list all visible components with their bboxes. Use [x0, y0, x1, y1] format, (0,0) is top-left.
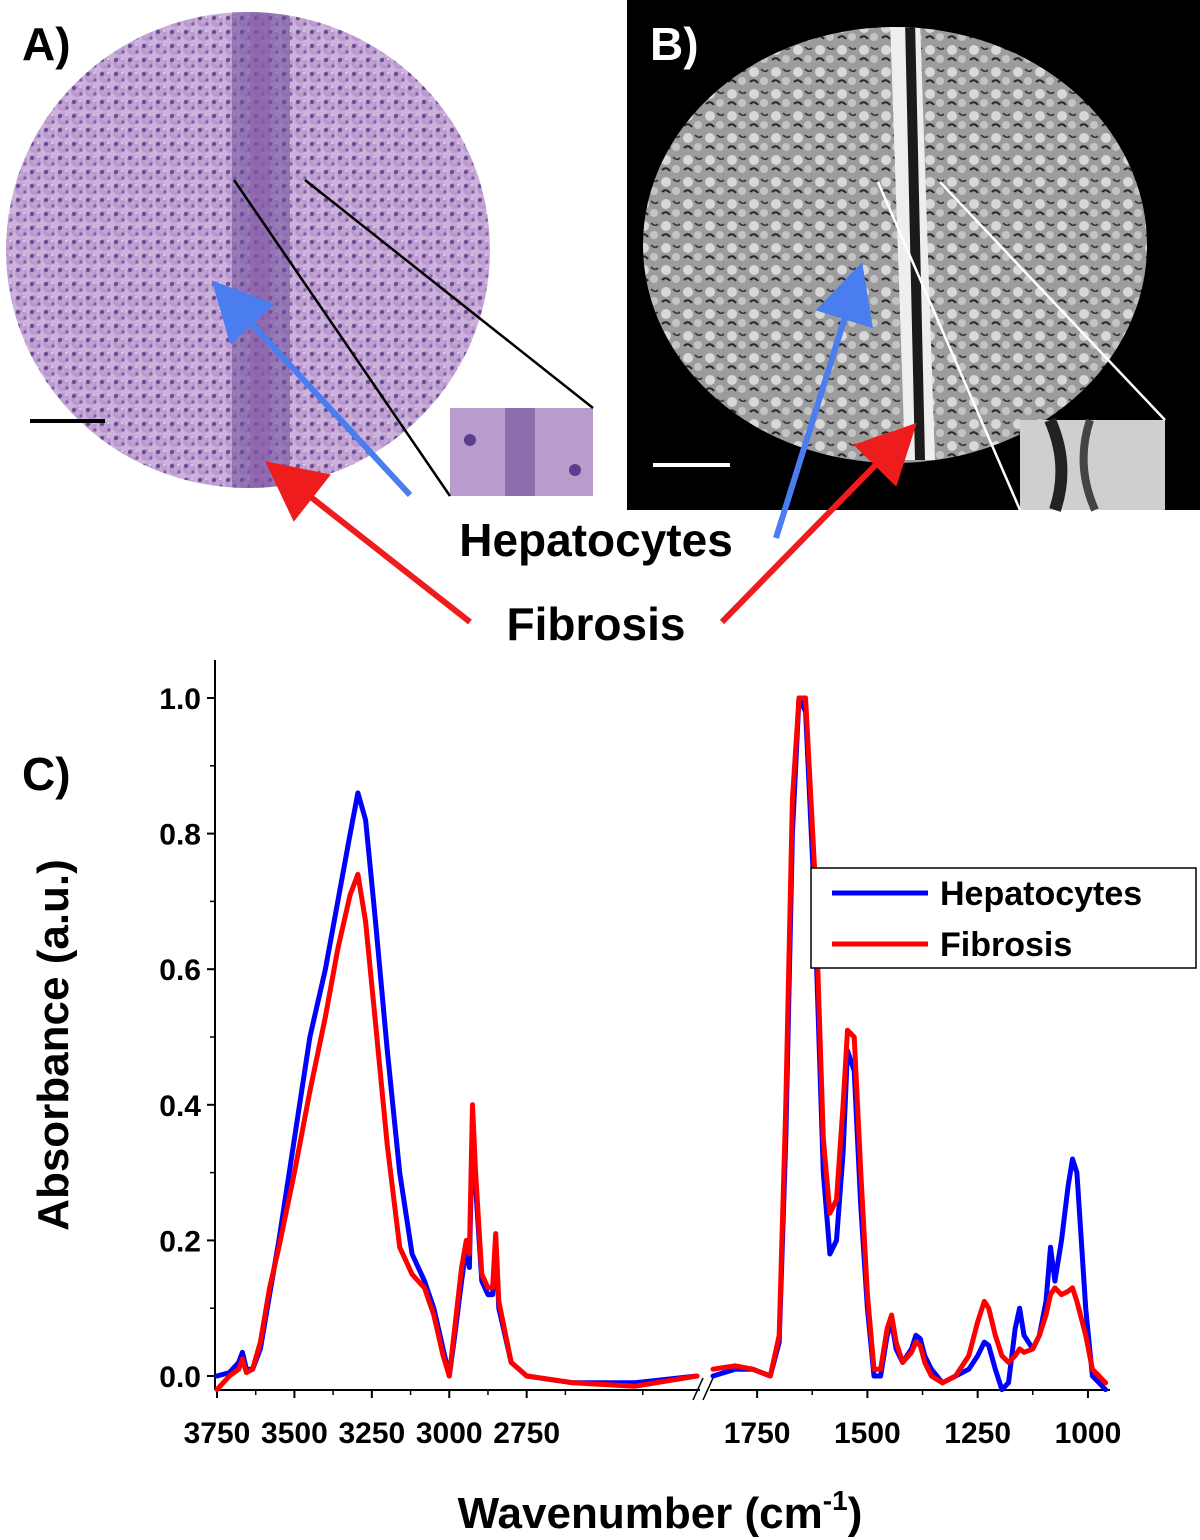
x-axis-title-sup: -1 — [823, 1485, 848, 1516]
series-line-hepatocytes-right — [710, 695, 1109, 1393]
legend-label-fibrosis: Fibrosis — [940, 926, 1072, 964]
panel-b-label: B) — [650, 18, 699, 70]
panel-c-label: C) — [22, 748, 71, 800]
panel-a-label: A) — [22, 18, 71, 70]
panel-a-image — [6, 12, 594, 497]
x-tick-label: 3000 — [416, 1417, 483, 1450]
y-tick-label: 1.0 — [159, 683, 201, 716]
x-tick-label: 3500 — [261, 1417, 328, 1450]
hepatocytes-label: Hepatocytes — [459, 514, 733, 566]
fibrosis-label: Fibrosis — [507, 598, 686, 650]
y-tick-label: 0.0 — [159, 1361, 201, 1394]
series-line-fibrosis-right — [710, 695, 1109, 1386]
axis-break-mark-2 — [702, 1377, 714, 1401]
series-line-fibrosis-left — [214, 871, 700, 1393]
panel-b-image — [627, 0, 1200, 512]
y-tick-label: 0.6 — [159, 954, 201, 987]
fibrosis-arrow-b — [719, 422, 917, 625]
axis-break-mark-1 — [692, 1377, 704, 1401]
x-axis-title-main: Wavenumber (cm — [458, 1489, 823, 1538]
x-tick-label: 3750 — [184, 1417, 251, 1450]
hepatocytes-arrow-b — [773, 262, 873, 539]
x-tick-label: 1000 — [1055, 1417, 1122, 1450]
y-tick-label: 0.8 — [159, 819, 201, 852]
hepatocytes-arrow-a — [211, 280, 413, 498]
y-tick-label: 0.2 — [159, 1225, 201, 1258]
x-tick-label: 3250 — [338, 1417, 405, 1450]
spectrum-chart: 0.0 0.2 0.4 0.6 0.8 1.0 3750 3500 3250 3000 2750 17… — [159, 660, 1121, 1450]
fibrosis-arrow-a — [265, 461, 472, 625]
x-tick-label: 2750 — [493, 1417, 560, 1450]
x-tick-label: 1750 — [724, 1417, 791, 1450]
legend: Hepatocytes Fibrosis — [810, 867, 1197, 969]
legend-box — [810, 867, 1197, 969]
x-axis-title-close: ) — [848, 1489, 863, 1538]
legend-label-hepatocytes: Hepatocytes — [940, 875, 1142, 913]
x-axis-title: Wavenumber (cm-1) — [458, 1485, 863, 1538]
y-tick-label: 0.4 — [159, 1090, 201, 1123]
x-tick-label: 1250 — [944, 1417, 1011, 1450]
x-tick-label: 1500 — [834, 1417, 901, 1450]
y-axis-title: Absorbance (a.u.) — [29, 859, 78, 1231]
